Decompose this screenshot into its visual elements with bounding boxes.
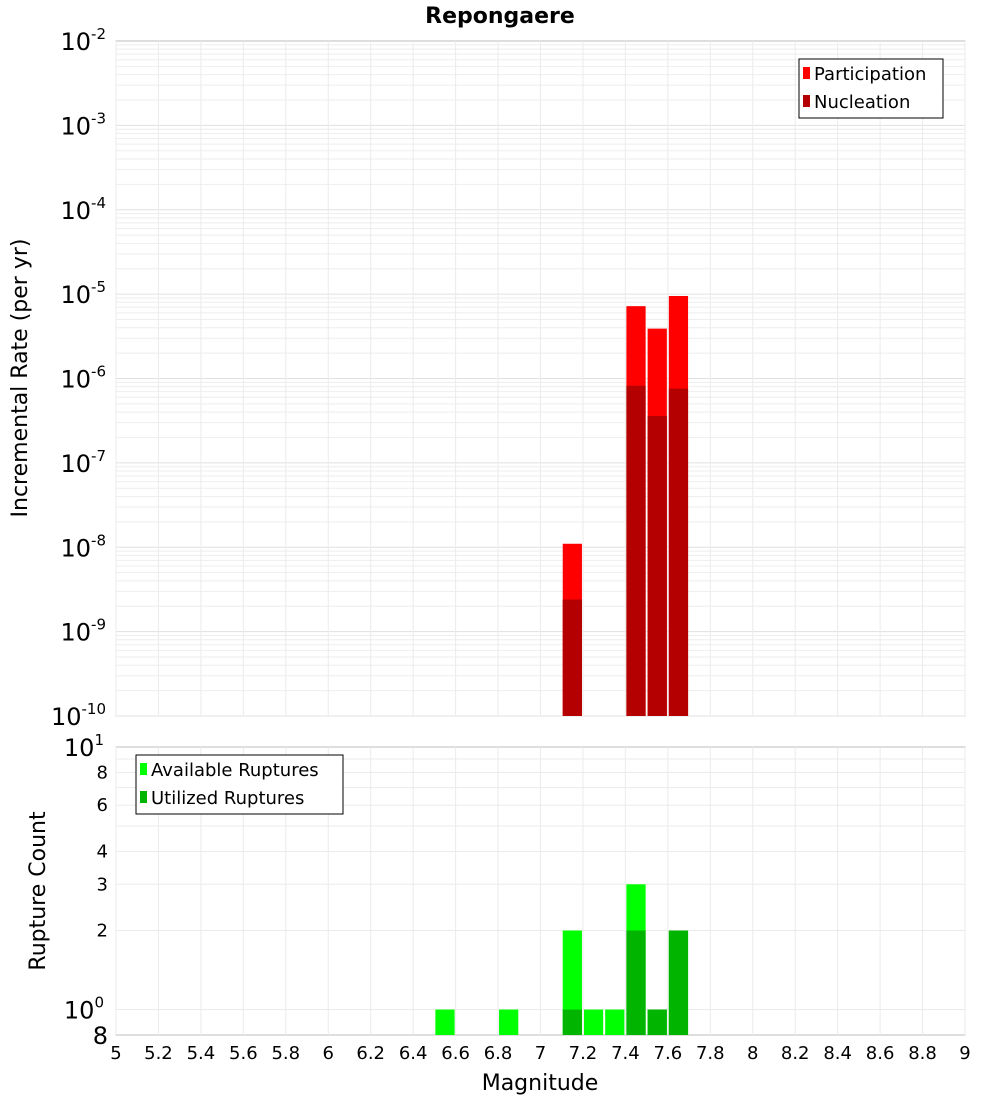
rate-grid — [115, 41, 966, 717]
rate-y-tick-label: 10-5 — [60, 278, 106, 309]
rate-bar-nucleation — [647, 415, 667, 716]
rate-y-axis-label: Incremental Rate (per yr) — [8, 239, 33, 518]
x-tick-label: 5.4 — [187, 1043, 216, 1064]
count-bar-available-ruptures — [499, 1009, 519, 1035]
rate-bar-nucleation — [626, 385, 646, 716]
count-bar-utilized-ruptures — [562, 1009, 582, 1035]
count-y-tick-label: 4 — [97, 841, 108, 862]
count-y-tick-label: 8 — [93, 1022, 108, 1050]
count-bar-available-ruptures — [605, 1009, 625, 1035]
legend-label-participation: Participation — [814, 64, 926, 85]
x-tick-label: 8 — [747, 1043, 758, 1064]
count-y-major-tick-label: 101 — [64, 731, 104, 762]
legend-swatch-utilized — [140, 791, 147, 803]
x-tick-label: 6 — [323, 1043, 334, 1064]
chart-title: Repongaere — [425, 4, 575, 29]
x-tick-label: 8.4 — [823, 1043, 852, 1064]
rate-y-tick-label: 10-9 — [60, 616, 106, 647]
rate-y-tick-label: 10-7 — [60, 447, 106, 478]
legend-swatch-nucleation — [803, 95, 810, 107]
count-bar-utilized-ruptures — [647, 1009, 667, 1035]
count-bars — [435, 884, 689, 1035]
x-tick-label: 6.4 — [399, 1043, 428, 1064]
rate-bar-nucleation — [668, 388, 689, 716]
rate-legend: Participation Nucleation — [798, 58, 944, 119]
x-tick-label: 7.6 — [654, 1043, 683, 1064]
count-y-tick-label: 6 — [97, 795, 108, 816]
rate-y-tick-label: 10-10 — [51, 700, 106, 731]
rate-legend-box — [798, 58, 944, 119]
count-bar-available-ruptures — [562, 930, 582, 1035]
legend-label-nucleation: Nucleation — [814, 92, 910, 113]
rate-bar-nucleation — [562, 599, 582, 716]
x-tick-label: 6.2 — [356, 1043, 385, 1064]
rate-y-tick-label: 10-3 — [60, 109, 106, 140]
x-tick-label: 8.2 — [781, 1043, 810, 1064]
x-tick-label: 5.2 — [144, 1043, 173, 1064]
count-grid — [115, 747, 966, 1035]
rate-y-ticks: 10-10 10-9 10-8 10-7 10-6 10-5 10-4 10-3 10-2 — [51, 25, 106, 731]
x-tick-label: 8.8 — [908, 1043, 937, 1064]
rate-y-tick-label: 10-8 — [60, 531, 106, 562]
legend-swatch-participation — [803, 67, 810, 79]
x-tick-label: 9 — [959, 1043, 970, 1064]
x-tick-label: 7.4 — [611, 1043, 640, 1064]
count-y-major-tick-label: 100 — [64, 994, 104, 1025]
x-axis-label: Magnitude — [482, 1071, 599, 1096]
rate-y-tick-label: 10-6 — [60, 363, 106, 394]
legend-swatch-available — [140, 763, 147, 775]
x-tick-label: 5 — [110, 1043, 121, 1064]
x-tick-label: 7 — [535, 1043, 546, 1064]
count-y-axis-label: Rupture Count — [26, 811, 51, 971]
x-tick-label: 5.8 — [271, 1043, 300, 1064]
rate-y-tick-label: 10-2 — [60, 25, 106, 56]
count-bar-available-ruptures — [435, 1009, 455, 1035]
rate-y-tick-label: 10-4 — [60, 194, 106, 225]
count-y-tick-label: 2 — [97, 921, 108, 942]
count-legend-box — [135, 754, 344, 815]
count-y-tick-label: 8 — [97, 762, 108, 783]
count-y-tick-label: 3 — [97, 874, 108, 895]
legend-label-available: Available Ruptures — [151, 760, 319, 781]
count-bar-utilized-ruptures — [626, 930, 646, 1035]
count-bar-available-ruptures — [583, 1009, 604, 1035]
x-tick-label: 5.6 — [229, 1043, 258, 1064]
legend-label-utilized: Utilized Ruptures — [151, 788, 304, 809]
count-legend: Available Ruptures Utilized Ruptures — [135, 754, 344, 815]
x-tick-label: 6.8 — [484, 1043, 513, 1064]
x-tick-label: 8.6 — [866, 1043, 895, 1064]
x-tick-label: 7.8 — [696, 1043, 725, 1064]
x-tick-label: 6.6 — [441, 1043, 470, 1064]
rate-bars — [562, 296, 689, 716]
x-ticks: 5 5.2 5.4 5.6 5.8 6 6.2 6.4 6.6 6.8 7 7.2 7.4 7.6 7.8 8… — [110, 1043, 970, 1064]
count-bar-utilized-ruptures — [668, 930, 689, 1035]
rate-panel: 10-10 10-9 10-8 10-7 10-6 10-5 10-4 10-3 10-2 In… — [8, 25, 966, 731]
x-tick-label: 7.2 — [569, 1043, 598, 1064]
